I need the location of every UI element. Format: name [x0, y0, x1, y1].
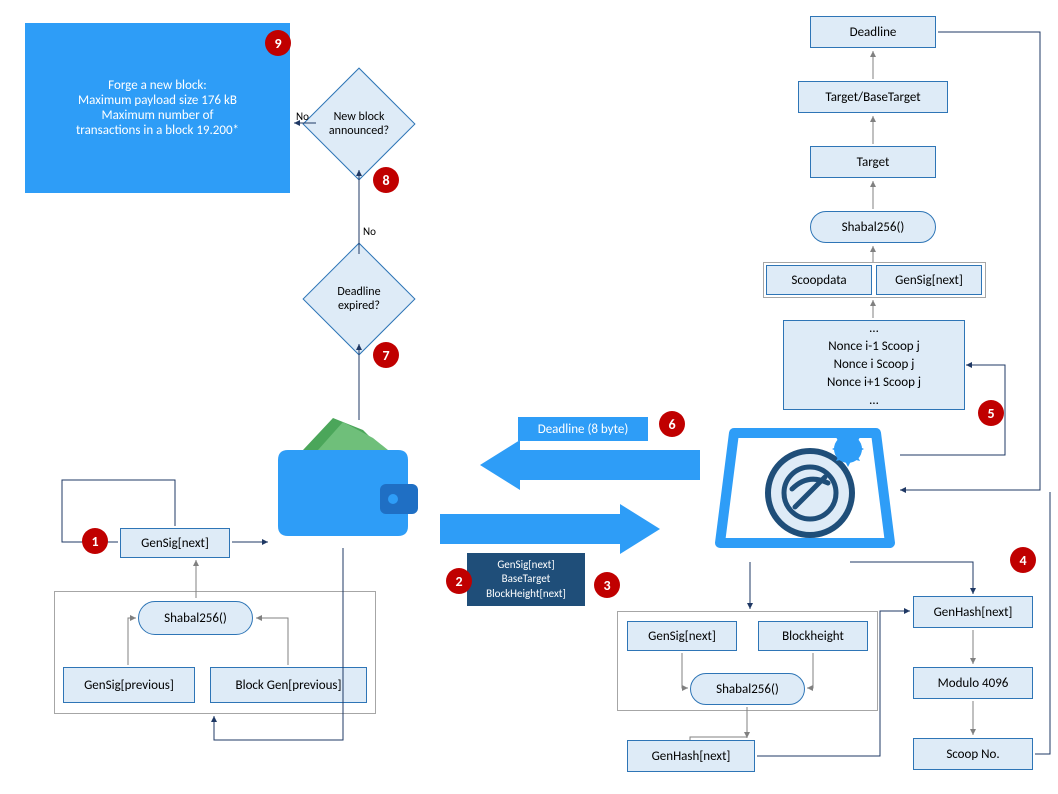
rc-genhash: GenHash[next] — [913, 596, 1033, 628]
wallet-icon — [258, 408, 428, 548]
miner-icon — [700, 415, 900, 565]
decision-deadline: Deadline expired? — [319, 259, 399, 339]
no-label-2: No — [363, 225, 376, 238]
rt-scoopdata: Scoopdata — [766, 265, 872, 295]
badge-1: 1 — [82, 528, 108, 554]
ms-blockheight: Blockheight — [758, 621, 868, 651]
badge-8: 8 — [373, 167, 399, 193]
badge-5: 5 — [978, 400, 1004, 426]
badge-3: 3 — [594, 572, 620, 598]
arrow-bottom-label: GenSig[next] BaseTarget BlockHeight[next… — [467, 553, 585, 606]
rt-gensig: GenSig[next] — [876, 265, 982, 295]
ms-gensig: GenSig[next] — [627, 621, 737, 651]
left-gensig-next: GenSig[next] — [120, 528, 230, 558]
left-gensig-prev: GenSig[previous] — [63, 667, 195, 703]
rt-target: Target — [810, 146, 936, 178]
forge-l3: Maximum number of — [76, 108, 239, 123]
ms-shabal: Shabal256() — [690, 673, 805, 705]
forge-block: Forge a new block: Maximum payload size … — [25, 23, 290, 193]
rt-shabal: Shabal256() — [810, 211, 936, 243]
no-label-1: No — [296, 110, 309, 123]
rc-modulo: Modulo 4096 — [913, 667, 1033, 699]
decision-new-block-label: New block announced? — [319, 110, 399, 138]
left-blockgen-prev: Block Gen[previous] — [210, 667, 367, 703]
badge-6: 6 — [659, 411, 685, 437]
rt-nonces: … Nonce i-1 Scoop j Nonce i Scoop j Nonc… — [783, 320, 965, 410]
rc-scoop: Scoop No. — [913, 738, 1033, 770]
badge-7: 7 — [373, 342, 399, 368]
big-arrows — [440, 440, 700, 560]
forge-l2: Maximum payload size 176 kB — [76, 93, 239, 108]
badge-9: 9 — [265, 30, 291, 56]
rt-ratio: Target/BaseTarget — [798, 81, 948, 113]
badge-2: 2 — [446, 568, 472, 594]
forge-l1: Forge a new block: — [76, 78, 239, 93]
decision-deadline-label: Deadline expired? — [319, 285, 399, 313]
forge-l4: transactions in a block 19.200* — [76, 123, 239, 138]
ms-genhash: GenHash[next] — [627, 740, 755, 772]
left-shabal: Shabal256() — [138, 601, 253, 635]
arrow-top-label: Deadline (8 byte) — [518, 417, 648, 441]
badge-4: 4 — [1010, 547, 1036, 573]
decision-new-block: New block announced? — [319, 84, 399, 164]
rt-deadline: Deadline — [810, 16, 936, 48]
